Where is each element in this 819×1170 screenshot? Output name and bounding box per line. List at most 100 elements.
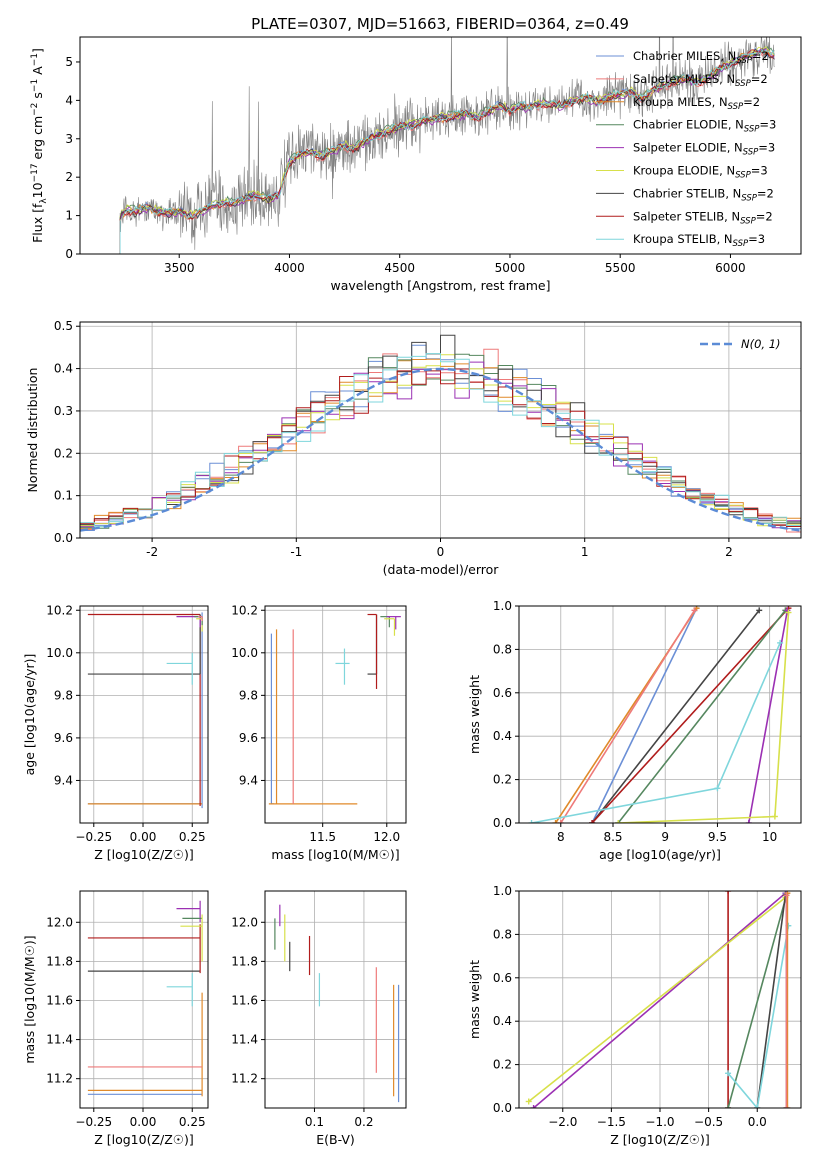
residuals-xtick-label: -2 [146,545,158,559]
spectrum-ytick-label: 5 [65,55,73,69]
mass-weight-line [617,609,786,823]
weight_vs_Z-xtick-label: −2.0 [548,1115,577,1129]
mass_vs_ebv-xtick-label: 0.2 [354,1115,373,1129]
age_vs_mass-xtick-label: 11.5 [309,830,336,844]
mass_vs_Z-ylabel: mass [log10(M/M☉)] [22,935,37,1063]
mass_vs_Z-xlabel: Z [log10(Z/Z☉)] [94,1132,194,1147]
spectrum-ylabel-part: Flux [f [30,203,45,243]
legend-name: Kroupa MILES, N [633,95,728,109]
age_vs_mass-ytick-label: 10.2 [231,603,258,617]
age_vs_Z-ytick-label: 10.2 [46,603,73,617]
mass_vs_Z-xtick-label: 0.00 [130,1115,157,1129]
weight_vs_Z-ytick-label: 0.4 [493,1014,512,1028]
weight_vs_age-ytick-label: 0.2 [493,773,512,787]
weight_vs_Z-ytick-label: 0.0 [493,1101,512,1115]
weight_vs_age-data [528,606,792,823]
mass_vs_Z-xtick-label: −0.25 [75,1115,112,1129]
mass_vs_ebv-ytick-label: 11.6 [231,993,258,1007]
legend-n: =2 [751,72,768,86]
mass_vs_Z-ytick-label: 11.8 [46,954,73,968]
legend-name: Chabrier ELODIE, N [633,118,744,132]
weight_vs_age-ylabel: mass weight [467,675,482,754]
spectrum-xlabel: wavelength [Angstrom, rest frame] [330,278,550,293]
legend-name: Kroupa ELODIE, N [633,164,735,178]
mass_vs_ebv-data [274,904,400,1103]
legend-entry: Salpeter STELIB, NSSP=2 [633,209,773,226]
mass_vs_Z-xtick-label: 0.25 [179,1115,206,1129]
residuals-frame [79,321,802,539]
spectrum-ytick-label: 2 [65,170,73,184]
age_vs_Z-ytick-label: 9.4 [54,773,73,787]
mass_vs_ebv-frame [264,890,407,1109]
weight_vs_Z-xtick-label: 0.0 [748,1115,767,1129]
residuals-ytick-label: 0.2 [54,446,73,460]
age_vs_Z-ytick-label: 10.0 [46,646,73,660]
mass_vs_ebv-ytick-label: 11.8 [231,954,258,968]
weight_vs_Z-panel: −2.0 −1.5 −1.0 −0.5 0.0 0.0 0.2 0.4 0.6 0.8 1.0 Z [… [467,884,802,1147]
residuals-ytick-label: 0.4 [54,362,73,376]
legend-entry: Kroupa ELODIE, NSSP=3 [633,164,768,181]
weight_vs_age-xtick-label: 10 [762,830,777,844]
mass-weight-line [727,895,788,1108]
residuals-ytick-label: 0.0 [54,531,73,545]
mass_vs_ebv-ytick-label: 11.2 [231,1072,258,1086]
spectrum-xtick-label: 5500 [605,261,636,275]
figure-title: PLATE=0307, MJD=51663, FIBERID=0364, z=0… [251,15,629,33]
legend-name: Salpeter STELIB, N [633,209,740,223]
reference-legend-label: N(0, 1) [741,337,781,351]
weight_vs_age-xtick-label: 9 [661,830,669,844]
legend-entry: Chabrier MILES, NSSP=2 [633,49,769,66]
age_vs_mass-xtick-label: 12.0 [373,830,400,844]
legend-entry: Chabrier ELODIE, NSSP=3 [633,118,776,135]
mass_vs_Z-data [87,900,203,1097]
residuals-ytick-label: 0.5 [54,319,73,333]
age_vs_mass-ytick-label: 9.8 [239,688,258,702]
weight_vs_Z-xtick-label: −0.5 [694,1115,723,1129]
age_vs_Z-ytick-label: 9.8 [54,688,73,702]
age_vs_Z-xtick-label: 0.00 [130,830,157,844]
weight_vs_age-xtick-label: 8 [557,830,565,844]
spectrum-ylabel-part: λ [39,198,49,204]
spectrum-ylabel-part: ] [30,48,45,53]
legend-n: =2 [756,209,773,223]
weight_vs_age-panel: 8 8.5 9 9.5 10 0.0 0.2 0.4 0.6 0.8 1.0 age [log10(a… [467,599,802,862]
residuals-panel: -2 -1 0 1 2 0.0 0.1 0.2 0.3 0.4 0.5 (data-model)/er… [25,319,802,577]
spectrum-model-line [119,48,775,254]
weight_vs_age-ytick-label: 0.8 [493,642,512,656]
mass_vs_Z-ytick-label: 11.2 [46,1072,73,1086]
weight_vs_Z-ylabel: mass weight [467,960,482,1039]
residual-histogram [80,368,801,527]
age_vs_mass-xlabel: mass [log10(M/M☉)] [271,847,399,862]
spectrum-ytick-label: 1 [65,209,73,223]
legend-n: =2 [743,95,760,109]
mass-weight-line [748,610,789,823]
legend-sub: SSP [728,102,744,112]
legend-sub: SSP [733,239,749,249]
age_vs_Z-ylabel: age [log10(age/yr)] [22,654,37,776]
mass-weight-line [591,607,790,823]
legend-n: =2 [752,49,769,63]
spectrum-xtick-label: 3500 [164,261,195,275]
legend-sub: SSP [740,216,756,226]
residuals-data [80,334,801,533]
mass-weight-line [533,892,786,1108]
residuals-xlabel: (data-model)/error [383,562,500,577]
spectrum-ytick-label: 4 [65,93,73,107]
spectrum-xtick-label: 4000 [274,261,305,275]
legend-sub: SSP [735,171,751,181]
weight_vs_Z-xtick-label: −1.0 [645,1115,674,1129]
spectrum-ylabel-part: −1 [30,79,40,92]
spectrum-ylabel-part: A [30,66,45,79]
residuals-xtick-label: 2 [725,545,733,559]
mass-weight-line [727,925,790,1108]
spectrum-model-line [119,47,775,254]
legend-entry: Kroupa STELIB, NSSP=3 [633,232,765,249]
legend-entry: Salpeter ELODIE, NSSP=3 [633,141,775,158]
age_vs_mass-ytick-label: 9.4 [239,773,258,787]
mass_vs_ebv-ytick-label: 11.4 [231,1033,258,1047]
weight_vs_age-xlabel: age [log10(age/yr)] [599,847,721,862]
weight_vs_age-ytick-label: 0.4 [493,729,512,743]
mass_vs_ebv-xtick-label: 0.1 [305,1115,324,1129]
spectrum-xtick-label: 6000 [715,261,746,275]
